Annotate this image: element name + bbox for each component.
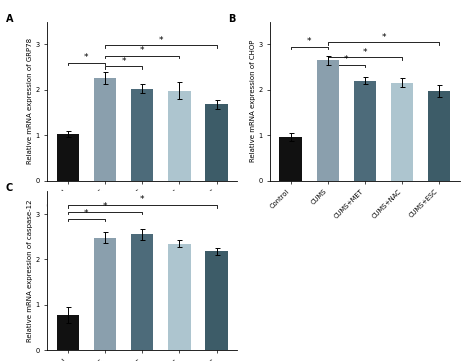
Bar <box>205 104 228 180</box>
Bar <box>57 315 79 350</box>
Bar <box>391 83 413 180</box>
Text: C: C <box>6 183 13 193</box>
Bar <box>57 134 79 180</box>
Bar <box>168 244 191 350</box>
Y-axis label: Relative mRNA expression of caspase-12: Relative mRNA expression of caspase-12 <box>27 200 33 342</box>
Text: *: * <box>381 32 386 42</box>
Text: *: * <box>344 55 349 64</box>
Text: *: * <box>84 53 89 62</box>
Text: *: * <box>363 48 367 57</box>
Text: *: * <box>140 46 145 55</box>
Text: *: * <box>84 209 89 218</box>
Text: *: * <box>103 202 107 211</box>
Text: A: A <box>6 14 13 24</box>
Text: *: * <box>307 37 311 46</box>
Text: *: * <box>140 196 145 204</box>
Bar <box>94 78 116 180</box>
Text: *: * <box>121 57 126 66</box>
Bar <box>428 91 450 180</box>
Bar <box>168 91 191 180</box>
Bar <box>354 81 376 180</box>
Y-axis label: Relative mRNA expression of GRP78: Relative mRNA expression of GRP78 <box>27 38 33 164</box>
Y-axis label: Relative mRNA expression of CHOP: Relative mRNA expression of CHOP <box>249 40 255 162</box>
Bar <box>94 238 116 350</box>
Text: *: * <box>158 36 163 45</box>
Bar <box>131 89 154 180</box>
Bar <box>131 234 154 350</box>
Bar <box>205 251 228 350</box>
Text: B: B <box>228 14 236 24</box>
Bar <box>280 138 302 180</box>
Bar <box>317 60 339 180</box>
